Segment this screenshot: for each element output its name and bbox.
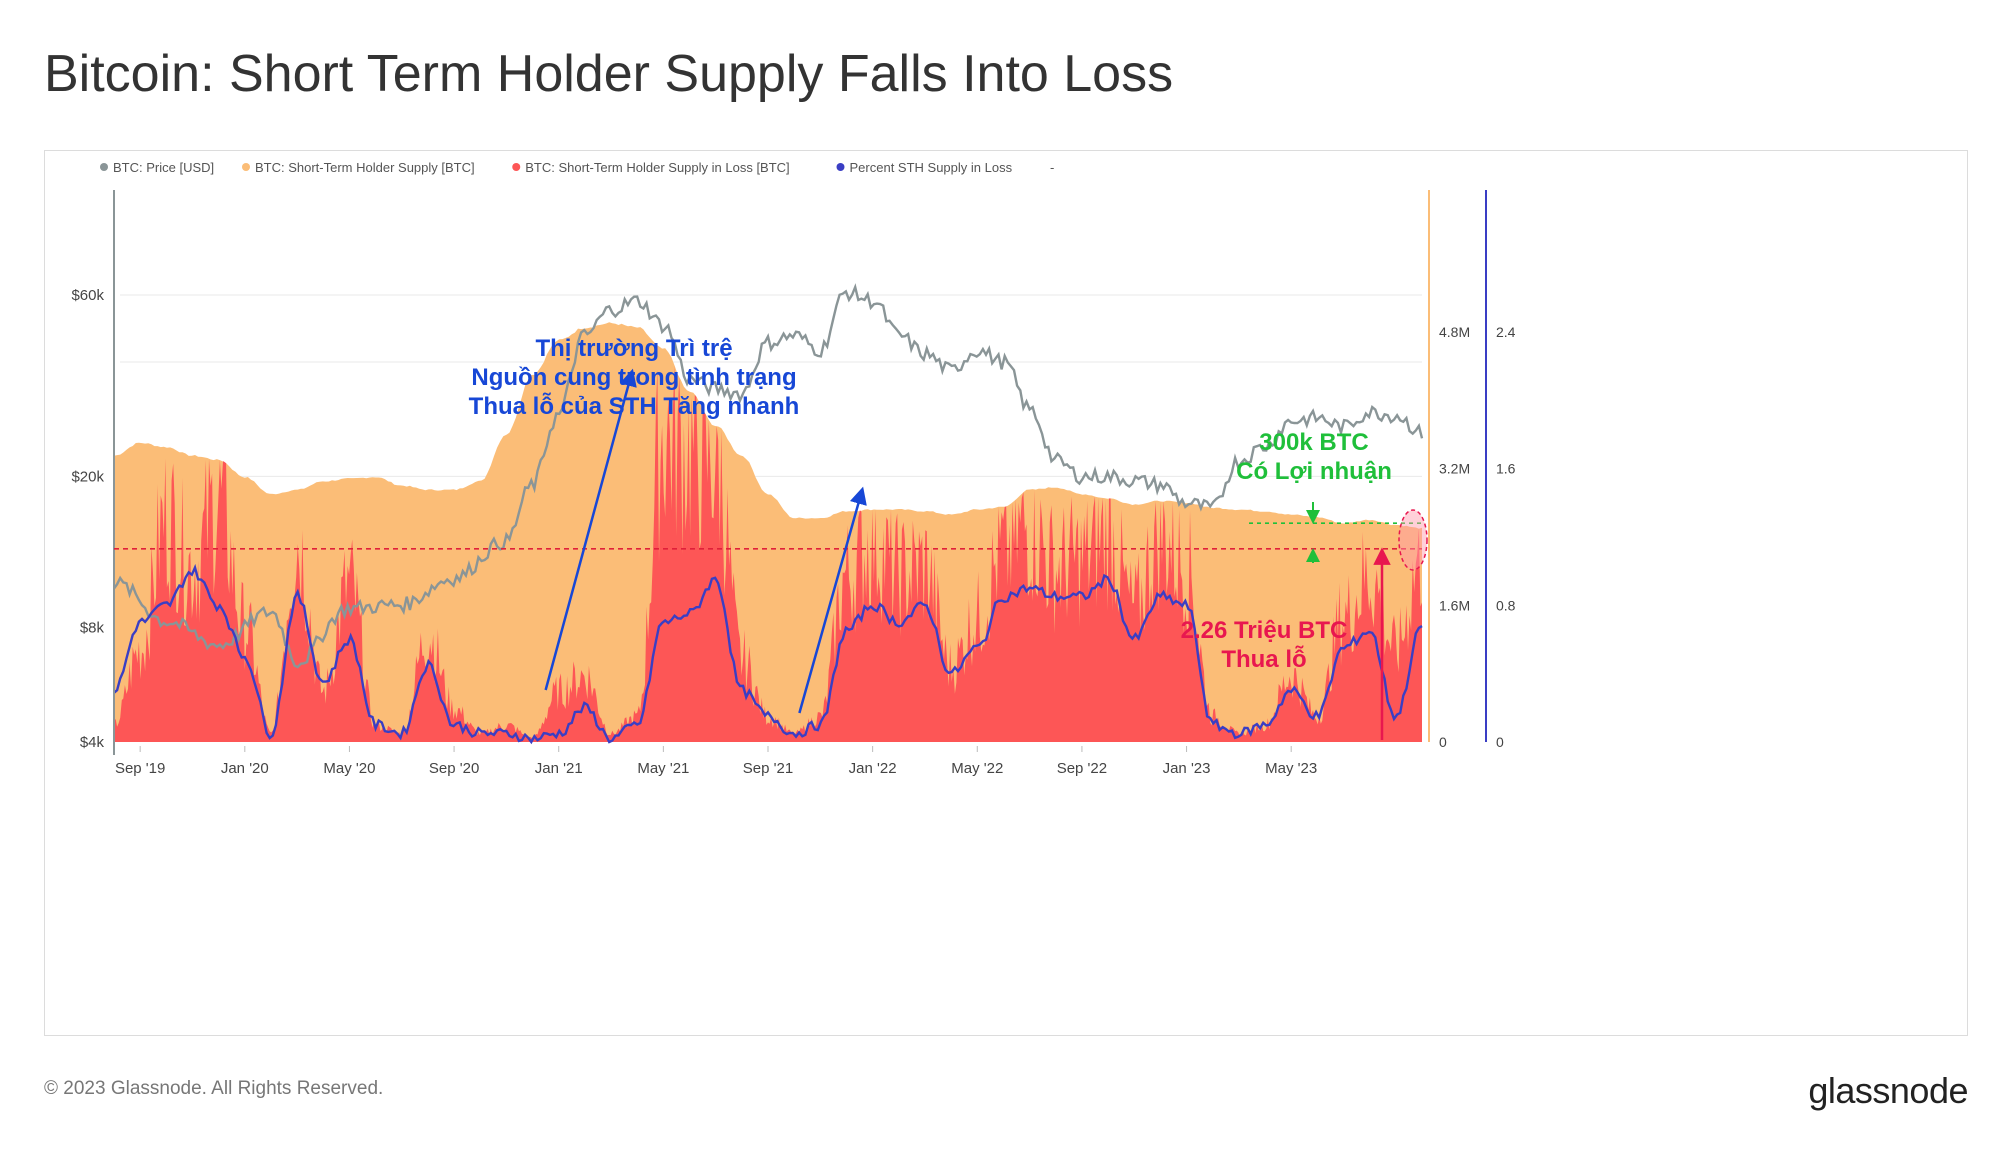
y-left-tick-2: $20k [71, 468, 104, 485]
areas [114, 322, 1422, 742]
x-tick-7: Jan '22 [849, 760, 897, 777]
chart-svg[interactable]: BTC: Price [USD] BTC: Short-Term Holder S… [44, 150, 1966, 1034]
annotation-1-line-1: Có Lợi nhuận [1236, 458, 1392, 485]
legend-label-2: BTC: Short-Term Holder Supply in Loss [B… [525, 160, 789, 175]
annotation-0-line-2: Thua lỗ của STH Tăng nhanh [469, 392, 800, 420]
legend-dot-3 [836, 163, 845, 171]
arrow-blue-2 [798, 486, 867, 714]
sth-loss-area [114, 365, 1422, 742]
x-tick-1: Jan '20 [221, 760, 269, 777]
x-tick-4: Jan '21 [535, 760, 583, 777]
x-tick-0: Sep '19 [115, 760, 165, 777]
percent-loss-line [113, 563, 1423, 745]
legend-dot-0 [100, 163, 108, 171]
arrow-blue-1 [544, 368, 637, 691]
y-right2-tick-3: 2.4 [1496, 324, 1516, 340]
x-tick-8: May '22 [951, 760, 1003, 777]
highlight-ellipse [1398, 509, 1428, 571]
y-left-tick-0: $4k [80, 734, 105, 751]
legend-label-1: BTC: Short-Term Holder Supply [BTC] [255, 160, 475, 175]
legend-label-0: BTC: Price [USD] [113, 160, 214, 175]
legend-dot-1 [242, 163, 250, 171]
copyright: © 2023 Glassnode. All Rights Reserved. [44, 1078, 384, 1099]
y-right2-tick-2: 1.6 [1496, 461, 1516, 477]
y-right1-tick-0: 0 [1439, 734, 1447, 750]
x-tick-5: May '21 [637, 760, 689, 777]
legend-label-3: Percent STH Supply in Loss [850, 160, 1013, 175]
y-left-tick-3: $60k [71, 287, 104, 304]
chart-title: Bitcoin: Short Term Holder Supply Falls … [44, 45, 1174, 103]
y-right1-tick-1: 1.6M [1439, 597, 1470, 613]
y-right1-tick-2: 3.2M [1439, 461, 1470, 477]
y-right2-tick-1: 0.8 [1496, 597, 1516, 613]
annotation-2-line-1: Thua lỗ [1221, 645, 1306, 673]
glassnode-logo: glassnode [1808, 1070, 1968, 1111]
legend-dot-2 [512, 163, 521, 171]
legend-label-4: - [1050, 160, 1054, 175]
annotation-0-line-1: Nguồn cung trong tình trạng [471, 364, 796, 391]
x-tick-11: May '23 [1265, 760, 1317, 777]
legend: BTC: Price [USD] BTC: Short-Term Holder S… [100, 160, 1054, 175]
y-left-tick-1: $8k [80, 620, 105, 637]
x-tick-10: Jan '23 [1163, 760, 1211, 777]
annotation-2-line-0: 2.26 Triệu BTC [1181, 617, 1348, 644]
annotation-1-line-0: 300k BTC [1259, 429, 1368, 456]
x-tick-6: Sep '21 [743, 760, 793, 777]
annotation-0-line-0: Thị trường Trì trệ [535, 335, 732, 362]
y-right1-tick-3: 4.8M [1439, 324, 1470, 340]
axes: $4k $8k $20k $60k 0 1.6M 3.2M 4.8M 0 0.8 1.6 2.4 Sep… [71, 190, 1516, 777]
y-right2-tick-0: 0 [1496, 734, 1504, 750]
x-tick-2: May '20 [323, 760, 375, 777]
x-tick-3: Sep '20 [429, 760, 479, 777]
price-line [113, 283, 1424, 669]
reference-lines [114, 509, 1428, 571]
x-tick-9: Sep '22 [1057, 760, 1107, 777]
lines [113, 283, 1424, 745]
